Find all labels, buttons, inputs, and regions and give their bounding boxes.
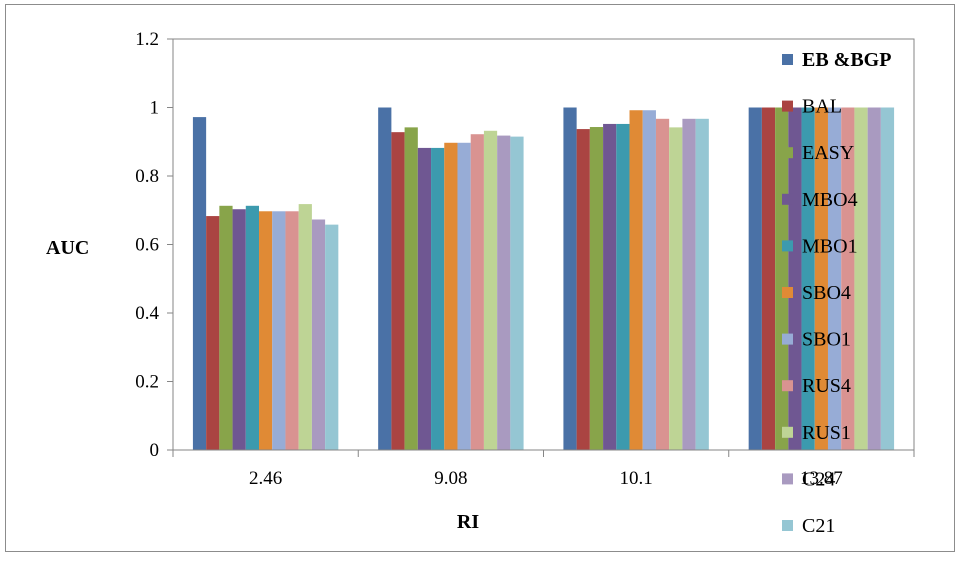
chart-frame: 0 0.2 0.4 0.6 0.8 1 1.2 2.46 9.08 10.1 13.87 EB &B… [5, 4, 955, 552]
y-tick-label: 0.4 [135, 303, 159, 324]
y-tick-label: 1.2 [135, 29, 159, 50]
legend-label: BAL [802, 96, 842, 118]
bar [603, 123, 617, 450]
bar [378, 107, 392, 450]
bar [272, 211, 286, 450]
bar [589, 127, 604, 451]
y-axis-label: AUC [46, 237, 89, 259]
bar [285, 211, 299, 450]
y-tick-label: 1 [150, 98, 160, 119]
legend-swatch [782, 240, 793, 252]
bar [761, 107, 776, 450]
y-tick-label: 0 [150, 440, 160, 461]
legend-label: MBO1 [802, 235, 858, 257]
legend-swatch [782, 426, 793, 438]
bar [827, 107, 842, 450]
bar [431, 147, 445, 451]
bar [510, 136, 524, 451]
bar [483, 130, 498, 450]
bar [854, 107, 868, 450]
legend-label: RUS1 [802, 422, 851, 444]
bar [192, 117, 207, 450]
bar [814, 107, 828, 450]
bar [576, 129, 590, 450]
bar [642, 110, 656, 451]
bar [775, 107, 789, 450]
legend-swatch [782, 520, 793, 531]
x-tick-label: 2.46 [249, 468, 282, 489]
bar [880, 107, 895, 450]
bar [219, 205, 233, 450]
bar [298, 204, 312, 450]
bar [245, 205, 260, 450]
y-tick-label: 0.6 [135, 235, 159, 256]
legend-swatch [782, 100, 793, 112]
x-tick-label: 10.1 [620, 468, 653, 489]
bar [444, 142, 458, 450]
bar [669, 127, 683, 451]
x-axis-label: RI [457, 511, 479, 533]
legend-label: EASY [802, 142, 854, 164]
legend-swatch [782, 473, 793, 485]
bar [497, 135, 511, 450]
x-tick-label: 9.08 [434, 468, 467, 489]
bar [629, 110, 643, 451]
bar [748, 107, 762, 450]
legend-label: C24 [802, 468, 835, 490]
bar [695, 118, 709, 451]
legend-label: RUS4 [802, 375, 851, 397]
bar [325, 224, 339, 450]
bar [801, 107, 815, 450]
bar [232, 209, 246, 450]
legend-swatch [782, 54, 793, 65]
bar [563, 107, 577, 450]
legend-label: MBO4 [802, 189, 858, 211]
legend-label: C21 [802, 515, 835, 537]
bar [457, 142, 471, 450]
legend-label: SBO4 [802, 282, 851, 304]
plot-area: 0 0.2 0.4 0.6 0.8 1 1.2 2.46 9.08 10.1 13.87 [135, 29, 915, 489]
y-tick-label: 0.2 [135, 372, 159, 393]
bar [404, 127, 418, 451]
legend-swatch [782, 380, 793, 392]
bar [616, 123, 630, 450]
bar [206, 216, 220, 450]
bar [311, 219, 326, 450]
y-tick-label: 0.8 [135, 166, 159, 187]
x-tick-label: 13.87 [800, 468, 843, 489]
legend-swatch [782, 333, 793, 345]
legend: EB &BGP BAL EASY MBO4 MBO1 SBO4 SBO1 RUS4 RUS1 C2… [782, 49, 891, 537]
bar [417, 147, 432, 451]
bar [470, 134, 484, 450]
legend-swatch [782, 147, 793, 159]
bar [788, 107, 802, 450]
legend-label: EB &BGP [802, 49, 891, 71]
legend-swatch [782, 193, 793, 205]
bar-chart: 0 0.2 0.4 0.6 0.8 1 1.2 2.46 9.08 10.1 13.87 EB &B… [46, 29, 915, 537]
legend-label: SBO1 [802, 329, 851, 351]
bar [259, 211, 273, 450]
legend-swatch [782, 287, 793, 298]
bar [867, 107, 881, 450]
bar [391, 132, 405, 450]
bar [841, 107, 855, 450]
bar [682, 118, 696, 451]
bar [655, 118, 670, 451]
